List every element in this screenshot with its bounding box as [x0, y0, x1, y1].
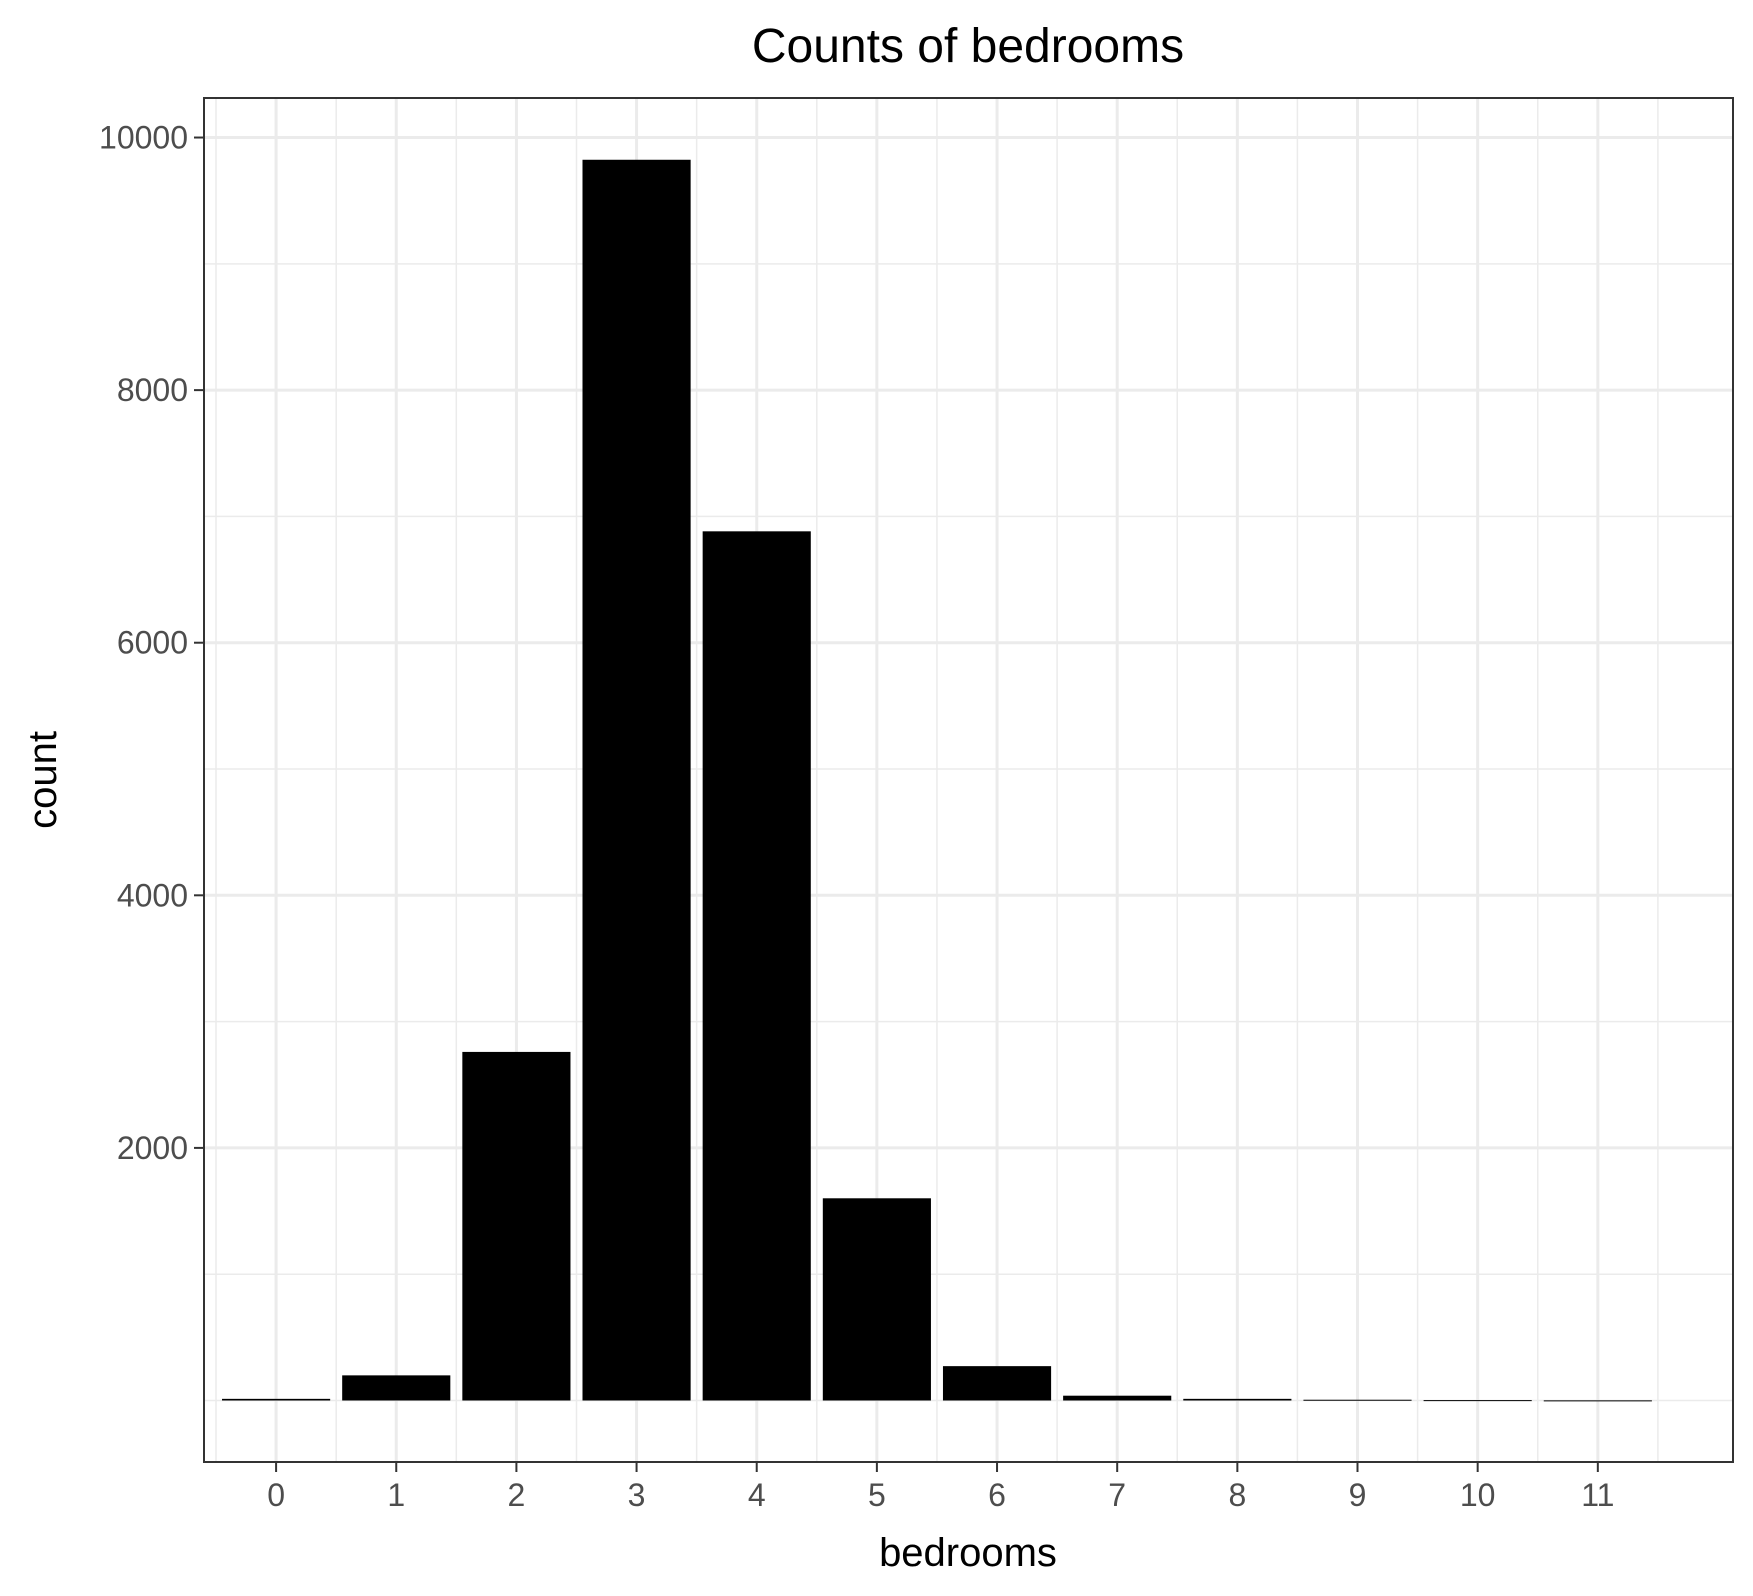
x-tick-label: 3	[628, 1477, 646, 1513]
x-tick-label: 1	[387, 1477, 405, 1513]
bar-11	[1543, 1400, 1652, 1402]
x-tick-label: 0	[267, 1477, 285, 1513]
bar-4	[702, 531, 811, 1401]
y-axis-title: count	[21, 731, 65, 829]
x-tick-label: 11	[1581, 1477, 1614, 1513]
x-tick-label: 8	[1228, 1477, 1246, 1513]
bar-3	[582, 159, 691, 1401]
bar-0	[222, 1398, 331, 1401]
x-tick-label: 4	[748, 1477, 766, 1513]
x-tick-label: 5	[868, 1477, 886, 1513]
x-tick-label: 9	[1349, 1477, 1367, 1513]
x-axis-title: bedrooms	[879, 1531, 1057, 1575]
x-tick-label: 6	[988, 1477, 1006, 1513]
x-tick-label: 7	[1108, 1477, 1126, 1513]
y-tick-label: 6000	[117, 625, 188, 661]
bar-7	[1063, 1395, 1172, 1401]
bar-9	[1303, 1399, 1412, 1401]
bar-2	[462, 1051, 571, 1401]
x-tick-label: 10	[1460, 1477, 1496, 1513]
bars	[222, 159, 1652, 1402]
bar-10	[1423, 1400, 1532, 1402]
y-tick-label: 2000	[117, 1130, 188, 1166]
y-tick-label: 8000	[117, 372, 188, 408]
bar-1	[342, 1375, 451, 1401]
bar-5	[822, 1198, 931, 1401]
plot-panel-border	[203, 97, 1734, 1463]
grid-lines	[204, 98, 1733, 1462]
bar-8	[1183, 1398, 1292, 1401]
bar-6	[942, 1366, 1052, 1401]
axes: 0 1 2 3 4 5 6 7 8 9 10 11 2000 4000 6000 8000 10000	[99, 120, 1614, 1513]
chart-title: Counts of bedrooms	[752, 20, 1184, 73]
x-tick-label: 2	[508, 1477, 526, 1513]
y-tick-label: 10000	[99, 120, 188, 156]
y-tick-label: 4000	[117, 877, 188, 913]
